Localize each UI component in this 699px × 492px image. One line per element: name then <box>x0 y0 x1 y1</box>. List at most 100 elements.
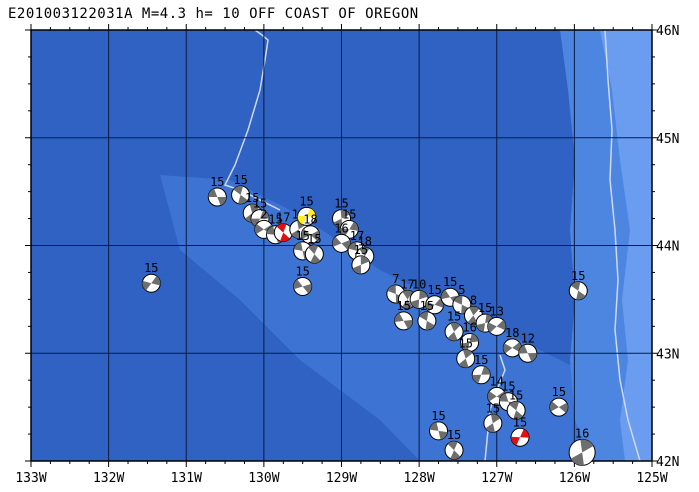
compressional-quadrant <box>570 452 584 466</box>
depth-label: 16 <box>334 221 348 235</box>
depth-label: 15 <box>354 243 368 257</box>
compressional-quadrant <box>151 275 161 286</box>
depth-label: 17 <box>276 211 290 225</box>
depth-label: 15 <box>420 299 434 313</box>
compressional-quadrant <box>280 232 290 242</box>
compressional-quadrant <box>306 208 316 218</box>
compressional-quadrant <box>511 436 521 446</box>
compressional-quadrant <box>291 229 301 239</box>
compressional-quadrant <box>360 255 370 265</box>
compressional-quadrant <box>460 342 470 352</box>
compressional-quadrant <box>308 245 319 255</box>
depth-label: 15 <box>427 283 441 297</box>
focal-mechanism: 15 <box>141 261 161 293</box>
compressional-quadrant <box>487 322 497 333</box>
depth-label: 18 <box>505 326 519 340</box>
compressional-quadrant <box>490 414 501 424</box>
compressional-quadrant <box>576 290 586 300</box>
lat-label: 45N <box>656 132 679 147</box>
compressional-quadrant <box>254 223 264 235</box>
compressional-quadrant <box>518 344 528 354</box>
focal-mechanism: 18 <box>502 326 522 358</box>
compressional-quadrant <box>438 430 448 440</box>
depth-label: 18 <box>358 234 372 248</box>
compressional-quadrant <box>425 320 435 330</box>
focal-mechanism: 15 <box>444 310 464 342</box>
mechanism-layer: 1515151521517161518151515151617181515157… <box>141 173 596 466</box>
focal-mechanism: 15 <box>207 175 227 207</box>
axis-ticks: 133W 132W 131W 130W 129W 128W 127W 126W 125W 46N 4… <box>15 24 679 486</box>
focal-mechanism: 15 <box>475 301 495 333</box>
lon-label: 129W <box>326 471 357 486</box>
focal-mechanism: 16 <box>332 221 351 253</box>
compressional-quadrant <box>503 343 513 354</box>
compressional-quadrant <box>476 323 486 332</box>
focal-mechanism: 18 <box>300 213 320 245</box>
focal-mechanism: 15 <box>429 409 449 441</box>
compressional-quadrant <box>425 301 435 312</box>
compressional-quadrant <box>359 247 370 257</box>
compressional-quadrant <box>259 210 269 219</box>
compressional-quadrant <box>447 331 458 341</box>
focal-mechanism: 15 <box>293 264 313 296</box>
depth-label: 15 <box>474 353 488 367</box>
depth-label: 15 <box>307 232 321 246</box>
depth-label: 15 <box>342 207 356 221</box>
compressional-quadrant <box>302 283 312 294</box>
depth-label: 8 <box>470 294 477 308</box>
compressional-quadrant <box>447 441 458 451</box>
compressional-quadrant <box>499 393 509 402</box>
depth-label: 15 <box>396 299 410 313</box>
map-title: E201003122031A M=4.3 h= 10 OFF COAST OF … <box>8 6 419 22</box>
compressional-quadrant <box>462 349 473 359</box>
depth-label: 15 <box>144 261 158 275</box>
compressional-quadrant <box>332 236 342 247</box>
depth-label: 15 <box>253 197 267 211</box>
focal-mechanism: 16 <box>568 426 596 466</box>
focal-mechanism: 15 <box>425 283 445 315</box>
compressional-quadrant <box>472 374 482 384</box>
lon-label: 127W <box>481 471 512 486</box>
depth-label: 7 <box>392 272 399 286</box>
compressional-quadrant <box>458 358 469 368</box>
compressional-quadrant <box>441 289 451 300</box>
compressional-quadrant <box>513 410 524 420</box>
depth-label: 15 <box>295 229 309 243</box>
depth-label: 15 <box>571 269 585 283</box>
depth-label: 13 <box>490 304 504 318</box>
lon-label: 131W <box>171 471 202 486</box>
focal-mechanism: 5 <box>452 283 472 315</box>
compressional-quadrant <box>266 226 276 235</box>
compressional-quadrant <box>419 311 429 321</box>
compressional-quadrant <box>461 304 470 314</box>
compressional-quadrant <box>340 209 350 219</box>
compressional-quadrant <box>520 429 530 438</box>
compressional-quadrant <box>580 439 594 453</box>
depth-label: 15 <box>233 173 247 187</box>
focal-mechanism: 12 <box>518 331 538 363</box>
compressional-quadrant <box>429 422 439 431</box>
compressional-quadrant <box>496 320 506 331</box>
compressional-quadrant <box>485 423 495 433</box>
lon-label: 126W <box>559 471 590 486</box>
depth-label: 17 <box>350 229 364 243</box>
focal-mechanism: 10 <box>409 277 429 309</box>
depth-label: 14 <box>490 374 504 388</box>
compressional-quadrant <box>467 315 478 325</box>
track-line-2 <box>604 30 641 461</box>
lon-label: 132W <box>93 471 124 486</box>
compressional-quadrant <box>217 197 227 206</box>
compressional-quadrant <box>403 319 413 329</box>
compressional-quadrant <box>402 290 413 300</box>
depth-label: 15 <box>447 310 461 324</box>
focal-mechanism: 15 <box>506 388 526 420</box>
depth-label: 15 <box>245 191 259 205</box>
focal-mechanism: 15 <box>351 243 371 275</box>
compressional-quadrant <box>453 295 463 305</box>
depth-label: 12 <box>521 331 535 345</box>
depth-label: 15 <box>486 401 500 415</box>
compressional-quadrant <box>276 223 287 233</box>
depth-label: 10 <box>412 277 426 291</box>
lon-label: 130W <box>248 471 279 486</box>
depth-label: 15 <box>509 388 523 402</box>
